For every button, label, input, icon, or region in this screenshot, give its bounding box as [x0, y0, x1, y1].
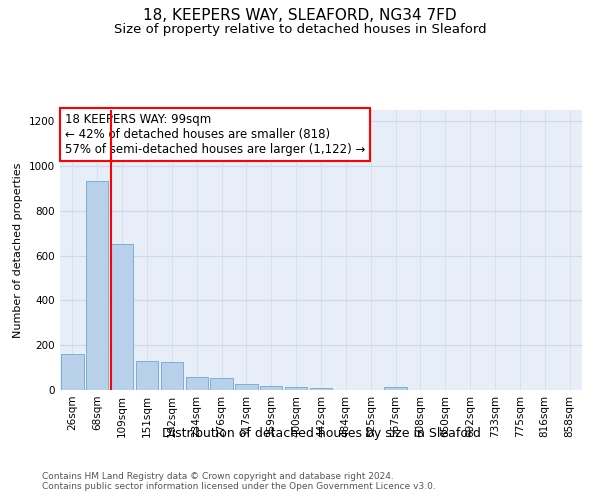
Text: Contains HM Land Registry data © Crown copyright and database right 2024.: Contains HM Land Registry data © Crown c…: [42, 472, 394, 481]
Bar: [260, 386, 283, 390]
Text: 18 KEEPERS WAY: 99sqm
← 42% of detached houses are smaller (818)
57% of semi-det: 18 KEEPERS WAY: 99sqm ← 42% of detached …: [65, 113, 365, 156]
Bar: [86, 180, 109, 390]
Text: Distribution of detached houses by size in Sleaford: Distribution of detached houses by size …: [161, 428, 481, 440]
Bar: [211, 378, 233, 390]
Bar: [310, 388, 332, 390]
Bar: [385, 386, 407, 390]
Bar: [136, 361, 158, 390]
Bar: [235, 384, 257, 390]
Bar: [285, 388, 307, 390]
Bar: [111, 244, 133, 390]
Bar: [185, 377, 208, 390]
Y-axis label: Number of detached properties: Number of detached properties: [13, 162, 23, 338]
Text: Size of property relative to detached houses in Sleaford: Size of property relative to detached ho…: [113, 22, 487, 36]
Text: 18, KEEPERS WAY, SLEAFORD, NG34 7FD: 18, KEEPERS WAY, SLEAFORD, NG34 7FD: [143, 8, 457, 22]
Bar: [161, 362, 183, 390]
Bar: [61, 354, 83, 390]
Text: Contains public sector information licensed under the Open Government Licence v3: Contains public sector information licen…: [42, 482, 436, 491]
